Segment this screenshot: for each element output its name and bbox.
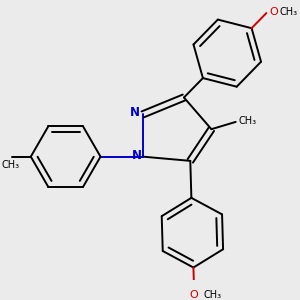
- Text: N: N: [130, 106, 140, 119]
- Text: CH₃: CH₃: [2, 160, 20, 170]
- Text: CH₃: CH₃: [279, 7, 297, 17]
- Text: O: O: [190, 290, 198, 300]
- Text: CH₃: CH₃: [239, 116, 257, 126]
- Text: N: N: [131, 149, 141, 162]
- Text: O: O: [269, 7, 278, 17]
- Text: CH₃: CH₃: [204, 290, 222, 300]
